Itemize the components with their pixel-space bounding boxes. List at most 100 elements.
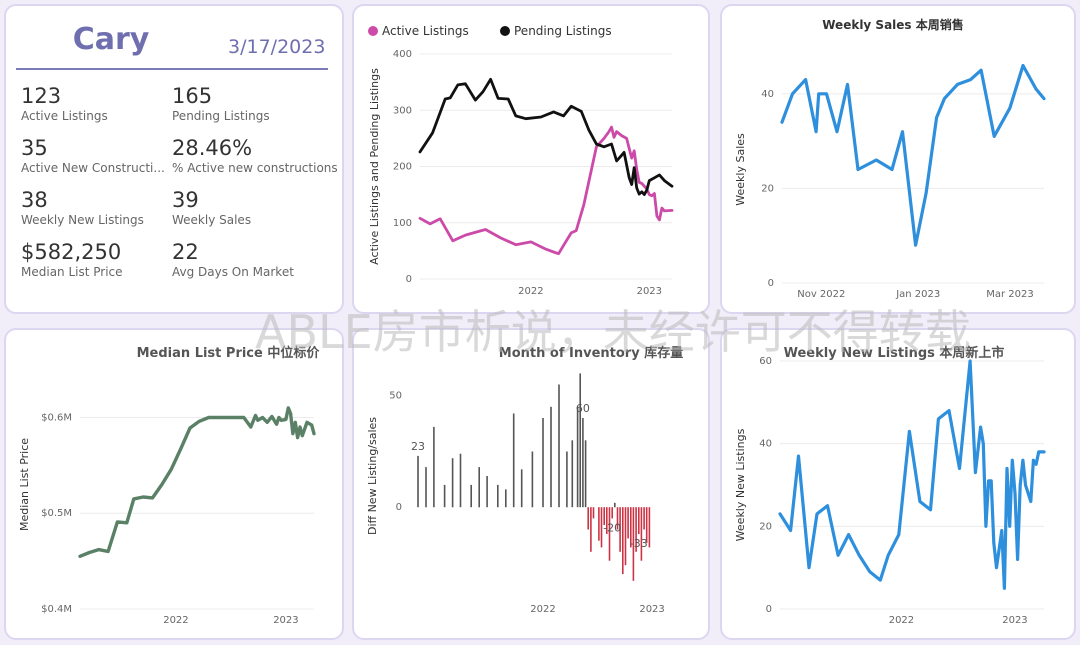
kpi-avg-days-on-market: 22 Avg Days On Market bbox=[172, 240, 342, 280]
y-tick-label: 40 bbox=[761, 89, 774, 100]
y-tick-label: 0 bbox=[396, 502, 402, 513]
chart-title: Median List Price 中位标价 bbox=[137, 345, 321, 361]
bar bbox=[512, 413, 515, 508]
kpi-value: 35 bbox=[21, 136, 48, 160]
y-tick-label: 100 bbox=[393, 218, 412, 229]
x-tick-label: 2022 bbox=[518, 286, 543, 297]
kpi-value: 165 bbox=[172, 84, 213, 108]
bar bbox=[550, 406, 552, 508]
x-tick-label: 2022 bbox=[889, 615, 914, 626]
bar bbox=[425, 467, 427, 508]
y-tick-label: 20 bbox=[761, 183, 774, 194]
bar bbox=[571, 440, 574, 508]
chart-title: Month of Inventory 库存量 bbox=[499, 345, 683, 361]
series-line-pending-listings bbox=[418, 77, 674, 197]
bar bbox=[616, 507, 619, 530]
x-tick-label: 2022 bbox=[163, 615, 188, 626]
bar bbox=[611, 507, 613, 519]
bar bbox=[640, 507, 643, 561]
bar bbox=[576, 406, 579, 508]
y-tick-label: 400 bbox=[393, 49, 412, 60]
kpi-label: Active Listings bbox=[21, 109, 108, 123]
y-tick-label: 60 bbox=[759, 356, 772, 367]
kpi-weekly-sales: 39 Weekly Sales bbox=[172, 188, 342, 228]
kpi-label: Median List Price bbox=[21, 265, 123, 279]
city-title: Cary bbox=[72, 22, 150, 57]
bar bbox=[443, 484, 446, 508]
bar bbox=[608, 507, 611, 561]
legend-label: Active Listings bbox=[382, 24, 469, 38]
y-tick-label: 40 bbox=[759, 439, 772, 450]
kpi-label: Pending Listings bbox=[172, 109, 270, 123]
series-line-weekly-new-listings bbox=[778, 359, 1046, 590]
kpi-pending-listings: 165 Pending Listings bbox=[172, 84, 342, 124]
bar bbox=[417, 455, 419, 508]
kpi-percent-new-construction: 28.46% % Active new constructions bbox=[172, 136, 342, 176]
inventory-card: 0 50 2022 2023 Diff New Listing/sales Month o… bbox=[352, 328, 710, 640]
data-label: 60 bbox=[576, 402, 590, 415]
y-axis-title: Median List Price bbox=[18, 438, 31, 531]
data-label: 23 bbox=[411, 440, 425, 453]
bar bbox=[648, 507, 651, 548]
y-tick-label: 300 bbox=[393, 105, 412, 116]
bar bbox=[624, 507, 627, 566]
x-tick-label: 2023 bbox=[639, 604, 664, 615]
bar bbox=[470, 484, 472, 508]
kpi-label: Weekly Sales bbox=[172, 213, 252, 227]
series-line-active-listings bbox=[418, 125, 674, 256]
kpi-active-new-construction: 35 Active New Constructi... bbox=[21, 136, 166, 176]
kpi-active-listings: 123 Active Listings bbox=[21, 84, 166, 124]
y-tick-label: 0 bbox=[406, 274, 412, 285]
y-axis-title: Weekly Sales bbox=[734, 133, 747, 206]
bar bbox=[619, 507, 621, 552]
kpi-value: 28.46% bbox=[172, 136, 253, 160]
inventory-chart: 0 50 2022 2023 Diff New Listing/sales Month o… bbox=[366, 345, 683, 615]
bar bbox=[459, 453, 462, 508]
bar bbox=[627, 507, 629, 539]
bar bbox=[603, 507, 605, 525]
data-label: -33 bbox=[630, 537, 648, 550]
report-date: 3/17/2023 bbox=[228, 36, 326, 58]
x-tick-label: Mar 2023 bbox=[986, 289, 1033, 300]
series-line-median-list-price bbox=[78, 406, 316, 559]
bar bbox=[497, 484, 499, 508]
kpi-value: 22 bbox=[172, 240, 199, 264]
bar bbox=[531, 451, 534, 508]
bar bbox=[558, 384, 560, 508]
bar bbox=[606, 507, 608, 534]
x-tick-label: 2023 bbox=[1002, 615, 1027, 626]
bar bbox=[592, 507, 595, 519]
y-tick-label: 0 bbox=[768, 278, 774, 289]
y-tick-label: 0 bbox=[766, 604, 772, 615]
kpi-median-list-price: $582,250 Median List Price bbox=[21, 240, 166, 280]
bar bbox=[635, 507, 637, 552]
legend-marker bbox=[368, 26, 378, 36]
bar bbox=[579, 373, 581, 508]
x-tick-label: 2022 bbox=[530, 604, 555, 615]
x-tick-label: 2023 bbox=[637, 286, 662, 297]
bar bbox=[505, 489, 507, 508]
weekly-sales-card: 0 20 40 Nov 2022 Jan 2023 Mar 2023 Weekly Sale… bbox=[720, 4, 1076, 314]
bar bbox=[590, 507, 592, 552]
chart-title: Weekly Sales 本周销售 bbox=[822, 17, 964, 32]
bar bbox=[520, 469, 523, 508]
bar bbox=[643, 507, 645, 530]
x-tick-label: 2023 bbox=[273, 615, 298, 626]
y-tick-label: $0.4M bbox=[41, 604, 72, 615]
bar bbox=[600, 507, 603, 548]
weekly-new-listings-card: 0 20 40 60 2022 2023 Weekly New Listings Weekly… bbox=[720, 328, 1076, 640]
y-tick-label: $0.6M bbox=[41, 412, 72, 423]
y-tick-label: 20 bbox=[759, 521, 772, 532]
x-tick-label: Jan 2023 bbox=[895, 289, 940, 300]
weekly-sales-chart: 0 20 40 Nov 2022 Jan 2023 Mar 2023 Weekly Sale… bbox=[734, 17, 1046, 300]
legend-marker bbox=[500, 26, 510, 36]
kpi-value: 38 bbox=[21, 188, 48, 212]
y-axis-title: Weekly New Listings bbox=[734, 428, 747, 541]
y-tick-label: 200 bbox=[393, 162, 412, 173]
bar bbox=[584, 440, 587, 508]
kpi-value: 39 bbox=[172, 188, 199, 212]
bar bbox=[598, 507, 600, 541]
title-divider bbox=[16, 68, 328, 70]
median-price-card: $0.4M $0.5M $0.6M 2022 2023 Median List Price… bbox=[4, 328, 344, 640]
kpi-card: Cary 3/17/2023 123 Active Listings 165 P… bbox=[4, 4, 344, 314]
